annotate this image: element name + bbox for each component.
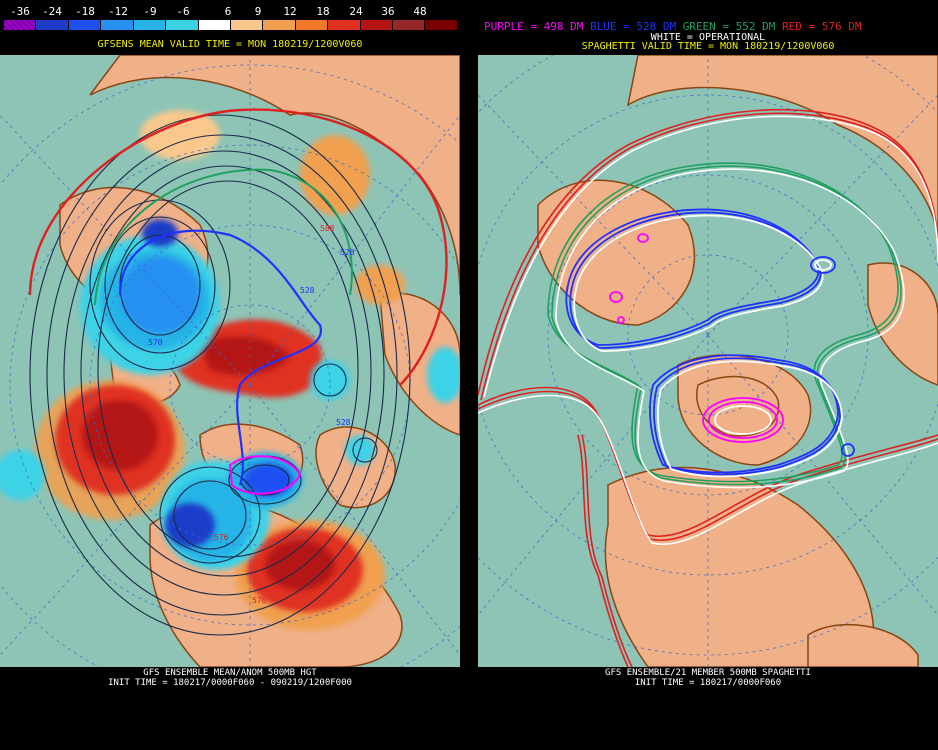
right-footer-line1: GFS ENSEMBLE/21 MEMBER 500MB SPAGHETTI bbox=[605, 668, 811, 678]
left-footer-line1: GFS ENSEMBLE MEAN/ANOM 500MB HGT bbox=[143, 668, 317, 678]
contour-576-red bbox=[28, 108, 448, 386]
land-masses bbox=[537, 55, 938, 667]
scale-tick: -24 bbox=[42, 5, 62, 18]
scale-tick: 24 bbox=[349, 5, 363, 18]
scale-tick: 9 bbox=[254, 5, 262, 18]
latlon-grid bbox=[478, 55, 938, 667]
contour-label: 528 bbox=[300, 286, 315, 295]
scale-swatch bbox=[425, 20, 458, 30]
contour-label: 576 bbox=[214, 533, 229, 542]
spaghetti-576-red bbox=[478, 108, 938, 667]
legend-white-operational: WHITE = OPERATIONAL bbox=[650, 32, 766, 43]
scale-swatch bbox=[36, 20, 69, 30]
scale-tick: -18 bbox=[75, 5, 95, 18]
left-footer-line2: INIT TIME = 180217/0000F060 - 090219/120… bbox=[108, 678, 352, 688]
scale-swatch bbox=[328, 20, 361, 30]
land-asia-west bbox=[537, 179, 696, 326]
contour-label-group: 588 576 576 528 528 528 570 bbox=[148, 224, 355, 605]
scale-tick: -6 bbox=[176, 5, 190, 18]
contour-label: 576 bbox=[252, 596, 267, 605]
contour-label: 528 bbox=[340, 248, 355, 257]
right-footer-line2: INIT TIME = 180217/0000F060 bbox=[634, 678, 782, 688]
left-panel-title: GFSENS MEAN VALID TIME = MON 180219/1200… bbox=[97, 39, 363, 50]
height-contours bbox=[29, 114, 411, 636]
scale-swatch bbox=[295, 20, 329, 30]
scale-tick: -9 bbox=[143, 5, 157, 18]
spaghetti-legend: PURPLE = 498 DM BLUE = 528 DM GREEN = 55… bbox=[484, 21, 862, 33]
land-southamerica bbox=[807, 623, 919, 667]
contour-label: 570 bbox=[148, 338, 163, 347]
scale-swatch bbox=[68, 20, 102, 30]
contour-552-green bbox=[94, 168, 353, 306]
scale-tick: -36 bbox=[10, 5, 30, 18]
color-scale-bar bbox=[4, 20, 458, 30]
color-scale-labels: -36 -24 -18 -12 -9 -6 6 9 12 18 24 36 48 bbox=[0, 6, 460, 20]
scale-swatch bbox=[133, 20, 167, 30]
legend-blue: BLUE = 528 DM bbox=[589, 20, 677, 33]
scale-swatch bbox=[230, 20, 264, 30]
left-map-anomaly: 588 576 576 528 528 528 570 bbox=[0, 55, 460, 667]
scale-swatch bbox=[263, 20, 296, 30]
right-panel-title: SPAGHETTI VALID TIME = MON 180219/1200V0… bbox=[581, 41, 835, 52]
spaghetti-498-purple bbox=[609, 233, 784, 443]
land-eurasia bbox=[626, 55, 938, 236]
legend-green: GREEN = 552 DM bbox=[682, 20, 776, 33]
contour-label: 588 bbox=[320, 224, 335, 233]
scale-swatch bbox=[166, 20, 199, 30]
scale-swatch bbox=[198, 20, 231, 30]
contour-528-blue bbox=[118, 229, 322, 486]
scale-tick: 6 bbox=[224, 5, 232, 18]
scale-swatch bbox=[101, 20, 134, 30]
land-eurasia bbox=[89, 55, 460, 296]
contour-498-purple bbox=[228, 455, 302, 495]
scale-tick: 48 bbox=[413, 5, 427, 18]
scale-swatch bbox=[393, 20, 426, 30]
contour-label: 528 bbox=[336, 418, 351, 427]
anomaly-shading bbox=[0, 110, 460, 630]
legend-red: RED = 576 DM bbox=[782, 20, 862, 33]
scale-tick: 18 bbox=[316, 5, 330, 18]
scale-tick: -12 bbox=[108, 5, 128, 18]
scale-swatch bbox=[4, 20, 37, 30]
scale-swatch bbox=[360, 20, 394, 30]
legend-purple: PURPLE = 498 DM bbox=[484, 20, 584, 33]
spaghetti-528-blue bbox=[565, 208, 855, 478]
land-northamerica bbox=[604, 466, 875, 667]
right-map-spaghetti bbox=[478, 55, 938, 667]
scale-tick: 36 bbox=[381, 5, 395, 18]
scale-tick: 12 bbox=[283, 5, 297, 18]
